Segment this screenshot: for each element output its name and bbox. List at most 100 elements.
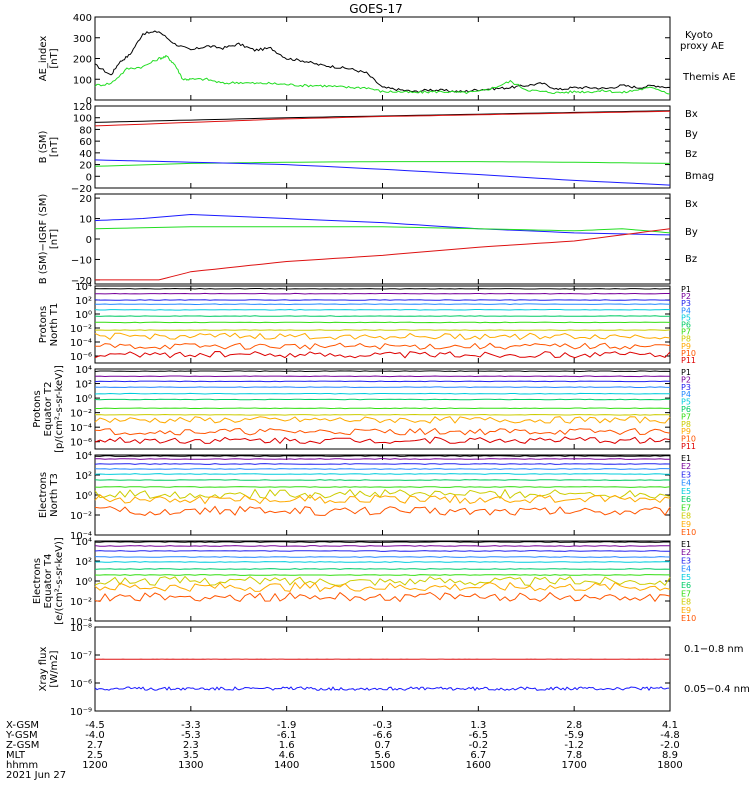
legend-item-peqt2: P2 [681,375,691,384]
legend-item-bsm: By [685,129,698,140]
y-tick-label-bsm: 20 [79,161,92,172]
footer-value: 1500 [370,760,395,771]
footer-value: 1.6 [279,740,295,751]
legend-item-bsm: Bx [685,109,698,120]
series-line-peqt2-9 [94,427,671,436]
legend-item-pnt1: P3 [681,299,691,308]
y-tick-label-bsm: 60 [79,137,92,148]
y-tick-label-bsm: 80 [79,125,92,136]
legend-item-pnt1: P2 [681,292,691,301]
y-tick-label-eeqt4: 10⁰ [75,577,92,588]
legend-item-xray: 0.05−0.4 nm [684,684,750,695]
y-tick-label-ent3: 10⁴ [75,451,92,462]
footer-row-label: MLT [6,750,26,761]
footer-value: -5.9 [564,730,584,741]
y-tick-label-ent3: 10⁻⁴ [70,531,92,542]
legend-item-peqt2: P3 [681,383,691,392]
legend-item-eeqt4: E6 [681,581,691,590]
footer-value: 4.1 [662,720,678,731]
legend-item-ent3: E7 [681,503,691,512]
footer-value: -2.0 [660,740,680,751]
y-tick-label-peqt2: 10⁰ [75,394,92,405]
legend-item-eeqt4: E10 [681,614,696,623]
footer-value: 0.7 [375,740,391,751]
series-line-pnt1-6 [95,321,671,324]
series-line-pnt1-1 [94,292,670,295]
legend-item-peqt2: P4 [681,390,691,399]
footer-value: 1400 [274,760,299,771]
y-axis-label-peqt2: ProtonsEquator T2[p/(cm²-s-sr-keV)] [32,365,65,453]
legend-item-ent3: E8 [681,512,691,521]
panel-frame-pnt1 [94,285,671,364]
legend-item-eeqt4: E4 [681,565,691,574]
y-tick-label-bsm: 120 [73,102,92,113]
footer-value: -6.6 [373,730,393,741]
y-tick-label-ae: 100 [73,75,92,86]
series-line-pnt1-7 [94,329,671,331]
footer-row-label: 2021 Jun 27 [6,770,66,781]
y-axis-label-xray: Xray flux[W/m2] [38,647,60,692]
y-tick-label-peqt2: 10⁻⁴ [70,423,92,434]
footer-value: -4.8 [660,730,680,741]
series-line-peqt2-3 [94,386,671,389]
y-tick-label-xray: 10⁻⁹ [70,707,92,718]
footer-value: -0.2 [469,740,489,751]
footer-value: -4.5 [85,720,105,731]
series-line-bdiff-0 [94,213,671,236]
legend-item-eeqt4: E9 [681,606,691,615]
legend-item-ent3: E5 [681,487,691,496]
series-line-eeqt4-5 [94,568,671,570]
legend-item-peqt2: P10 [681,435,696,444]
y-tick-label-pnt1: 10² [75,296,92,307]
panel-frame-xray [94,626,671,712]
series-line-ent3-1 [94,458,671,460]
legend-item-pnt1: P1 [681,285,691,294]
series-line-eeqt4-9 [94,591,671,603]
footer-value: -6.1 [277,730,297,741]
series-line-ent3-2 [94,463,671,465]
legend-item-bdiff: By [685,227,698,238]
series-line-eeqt4-8 [94,581,671,593]
y-tick-label-eeqt4: 10⁴ [75,537,92,548]
legend-item-bdiff: Bz [685,254,697,265]
footer-value: -1.2 [564,740,584,751]
legend-item-pnt1: P9 [681,342,691,351]
footer-value: 1600 [466,760,491,771]
legend-item-bdiff: Bx [685,199,698,210]
legend-item-eeqt4: E2 [681,548,691,557]
y-tick-label-xray: 10⁻⁶ [70,679,92,690]
footer-value: 1700 [561,760,586,771]
legend-item-ae: Kyoto proxy AE [680,30,724,52]
legend-item-ent3: E10 [681,528,696,537]
footer-value: -1.9 [277,720,297,731]
legend-item-pnt1: P7 [681,328,691,337]
legend-item-peqt2: P8 [681,420,691,429]
y-tick-label-peqt2: 10² [75,380,92,391]
y-axis-label-bsm: B (SM)[nT] [38,130,60,163]
series-line-peqt2-5 [94,398,670,401]
y-tick-label-peqt2: 10⁻² [70,409,92,420]
legend-item-eeqt4: E3 [681,556,691,565]
y-tick-label-bsm: −20 [71,184,92,195]
footer-value: 2.5 [87,750,103,761]
y-tick-label-ent3: 10⁻² [70,511,92,522]
legend-item-ent3: E9 [681,520,691,529]
y-tick-label-xray: 10⁻⁷ [70,651,92,662]
y-tick-label-pnt1: 10⁰ [75,310,92,321]
footer-value: 2.7 [87,740,103,751]
footer-value: 1200 [82,760,107,771]
y-tick-label-ae: 0 [86,96,92,107]
series-line-peqt2-6 [95,407,670,410]
y-tick-label-pnt1: 10⁻⁴ [70,338,92,349]
legend-item-ent3: E3 [681,470,691,479]
footer-value: -0.3 [373,720,393,731]
legend-item-bsm: Bz [685,149,697,160]
series-line-ae-0 [94,30,671,93]
legend-item-peqt2: P11 [681,442,696,451]
series-line-ae-1 [94,54,671,95]
legend-item-ent3: E1 [681,454,691,463]
y-tick-label-ae: 400 [73,13,92,24]
y-tick-label-peqt2: 10⁻⁶ [70,438,92,449]
series-line-eeqt4-1 [94,545,670,547]
